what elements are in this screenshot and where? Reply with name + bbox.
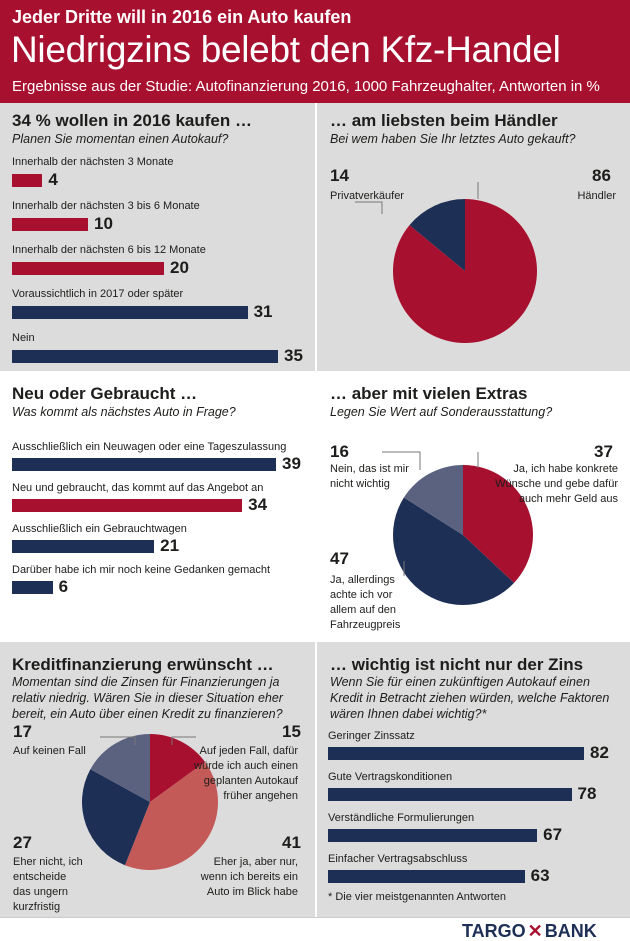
panel-divider: [315, 103, 317, 371]
slice-category-label: Eher ja, aber nur, wenn ich bereits ein …: [200, 856, 298, 898]
slice-value-label: 86: [592, 166, 611, 185]
bar-category-label: Neu und gebraucht, das kommt auf das Ang…: [12, 482, 264, 494]
pie-slice: [124, 762, 219, 870]
bar-value-label: 78: [577, 784, 597, 803]
targobank-logo: TARGO ✕ BANK: [462, 921, 597, 941]
bar-category-label: Nein: [12, 332, 35, 344]
chart-question: Bei wem haben Sie Ihr letztes Auto gekau…: [330, 132, 576, 146]
chart-question: Was kommt als nächstes Auto in Frage?: [12, 405, 236, 419]
bar-value-label: 35: [284, 346, 303, 365]
chart-title: 34 % wollen in 2016 kaufen …: [12, 111, 252, 130]
leader-line: [171, 736, 196, 745]
pie-slice: [403, 465, 463, 535]
pie-slice: [81, 769, 150, 866]
page-title: Niedrigzins belebt den Kfz-Handel: [11, 29, 561, 70]
bar-category-label: Voraussichtlich in 2017 oder später: [12, 288, 184, 300]
bar: [328, 829, 538, 842]
pie-slice: [90, 734, 150, 802]
bar-value-label: 31: [253, 302, 273, 321]
leader-line: [382, 451, 421, 470]
slice-category-label: Händler: [577, 190, 616, 202]
pie-slice: [150, 734, 206, 802]
chart-question: Planen Sie momentan einen Autokauf?: [12, 132, 229, 146]
slice-value-label: 16: [330, 442, 349, 461]
bar-value-label: 82: [590, 743, 609, 762]
leader-line: [100, 736, 136, 745]
bar-category-label: Innerhalb der nächsten 3 Monate: [12, 156, 174, 168]
bar: [12, 174, 43, 187]
panel-kaufplan: [0, 103, 316, 371]
pie-slice: [463, 465, 533, 583]
bar-category-label: Einfacher Vertragsabschluss: [328, 853, 468, 865]
bar-value-label: 6: [58, 577, 69, 596]
pie-slice: [392, 199, 537, 343]
bar: [12, 540, 155, 553]
chart-title: Neu oder Gebraucht …: [12, 384, 198, 403]
bar: [12, 262, 164, 275]
logo-text-right: BANK: [544, 921, 597, 941]
bar: [328, 747, 584, 760]
slice-category-label: Auf jeden Fall, dafür würde ich auch ein…: [194, 745, 298, 802]
bar-category-label: Verständliche Formulierungen: [328, 812, 475, 824]
slice-value-label: 47: [330, 549, 349, 568]
chart-title: Kreditfinanzierung erwünscht …: [12, 655, 274, 674]
header-kicker: Jeder Dritte will in 2016 ein Auto kaufe…: [12, 7, 352, 27]
panel-divider: [315, 642, 317, 917]
slice-category-label: Privatverkäufer: [330, 190, 404, 202]
bar-value-label: 63: [530, 866, 550, 885]
footnote: * Die vier meistgenannten Antworten: [328, 891, 506, 903]
bar: [12, 306, 248, 319]
bar: [12, 218, 88, 231]
slice-value-label: 17: [13, 722, 32, 741]
leader-line: [355, 201, 383, 214]
bar-category-label: Ausschließlich ein Gebrauchtwagen: [12, 523, 187, 535]
footer-divider: [0, 917, 630, 918]
slice-category-label: Eher nicht, ich entscheide das ungern ku…: [13, 856, 83, 913]
chart-title: … wichtig ist nicht nur der Zins: [330, 655, 584, 674]
slice-category-label: Auf keinen Fall: [13, 745, 86, 757]
bar: [12, 350, 278, 363]
pie-slice: [409, 199, 465, 271]
chart-question: Momentan sind die Zinsen für Finanzierun…: [12, 675, 283, 721]
bar: [328, 870, 525, 883]
bar: [12, 499, 243, 512]
slice-value-label: 41: [282, 833, 301, 852]
bar-category-label: Ausschließlich ein Neuwagen oder eine Ta…: [12, 441, 287, 453]
bar-category-label: Gute Vertragskonditionen: [328, 771, 453, 783]
bar-value-label: 10: [94, 214, 113, 233]
bar-value-label: 20: [170, 258, 189, 277]
chart-question: Wenn Sie für einen zukünftigen Autokauf …: [330, 675, 610, 721]
bar-category-label: Darüber habe ich mir noch keine Gedanken…: [12, 564, 271, 576]
bar-category-label: Innerhalb der nächsten 3 bis 6 Monate: [12, 200, 200, 212]
slice-value-label: 14: [330, 166, 349, 185]
bar-category-label: Innerhalb der nächsten 6 bis 12 Monate: [12, 244, 206, 256]
slice-value-label: 27: [13, 833, 32, 852]
chart-question: Legen Sie Wert auf Sonderausstattung?: [330, 405, 553, 419]
slice-category-label: Ja, allerdings achte ich vor allem auf d…: [330, 574, 401, 631]
bar: [328, 788, 572, 801]
bar-value-label: 4: [48, 170, 58, 189]
logo-text-left: TARGO: [462, 921, 526, 941]
chart-title: … am liebsten beim Händler: [330, 111, 558, 130]
bar-value-label: 67: [543, 825, 563, 844]
bar-value-label: 21: [160, 536, 180, 555]
bar-category-label: Geringer Zinssatz: [328, 730, 415, 742]
pie-slice: [392, 497, 515, 606]
bar: [12, 581, 53, 594]
bar: [12, 458, 276, 471]
header-banner: Jeder Dritte will in 2016 ein Auto kaufe…: [0, 0, 630, 103]
slice-category-label: Nein, das ist mir nicht wichtig: [330, 463, 409, 490]
header-subtitle: Ergebnisse aus der Studie: Autofinanzier…: [12, 78, 600, 95]
logo-x-icon: ✕: [527, 921, 543, 941]
bar-value-label: 39: [282, 454, 301, 473]
slice-value-label: 15: [282, 722, 301, 741]
slice-value-label: 37: [594, 442, 613, 461]
bar-value-label: 34: [248, 495, 268, 514]
slice-category-label: Ja, ich habe konkrete Wünsche und gebe d…: [495, 463, 618, 505]
chart-title: … aber mit vielen Extras: [330, 384, 528, 403]
